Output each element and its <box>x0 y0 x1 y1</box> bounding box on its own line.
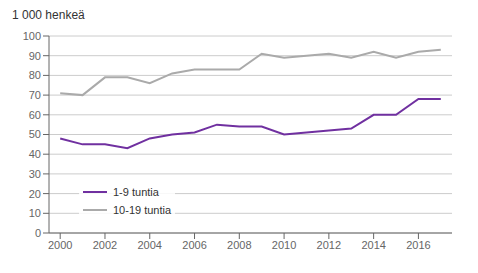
svg-text:100: 100 <box>23 30 41 42</box>
svg-text:2008: 2008 <box>227 239 251 251</box>
svg-text:50: 50 <box>29 128 41 140</box>
svg-text:2014: 2014 <box>361 239 385 251</box>
svg-text:2012: 2012 <box>317 239 341 251</box>
svg-text:20: 20 <box>29 188 41 200</box>
svg-text:30: 30 <box>29 168 41 180</box>
svg-text:2000: 2000 <box>48 239 72 251</box>
svg-text:40: 40 <box>29 148 41 160</box>
svg-text:2002: 2002 <box>93 239 117 251</box>
svg-text:2010: 2010 <box>272 239 296 251</box>
svg-text:0: 0 <box>35 227 41 239</box>
svg-text:80: 80 <box>29 69 41 81</box>
svg-text:2016: 2016 <box>406 239 430 251</box>
svg-text:70: 70 <box>29 89 41 101</box>
html-text:1 000 henkeä: 1 000 henkeä <box>12 8 85 22</box>
html-text:1-9 tuntia: 1-9 tuntia <box>113 186 159 198</box>
html-text:10-19 tuntia: 10-19 tuntia <box>113 204 172 216</box>
svg-text:90: 90 <box>29 50 41 62</box>
svg-text:2004: 2004 <box>138 239 162 251</box>
svg-text:60: 60 <box>29 109 41 121</box>
svg-text:2006: 2006 <box>182 239 206 251</box>
svg-text:10: 10 <box>29 207 41 219</box>
